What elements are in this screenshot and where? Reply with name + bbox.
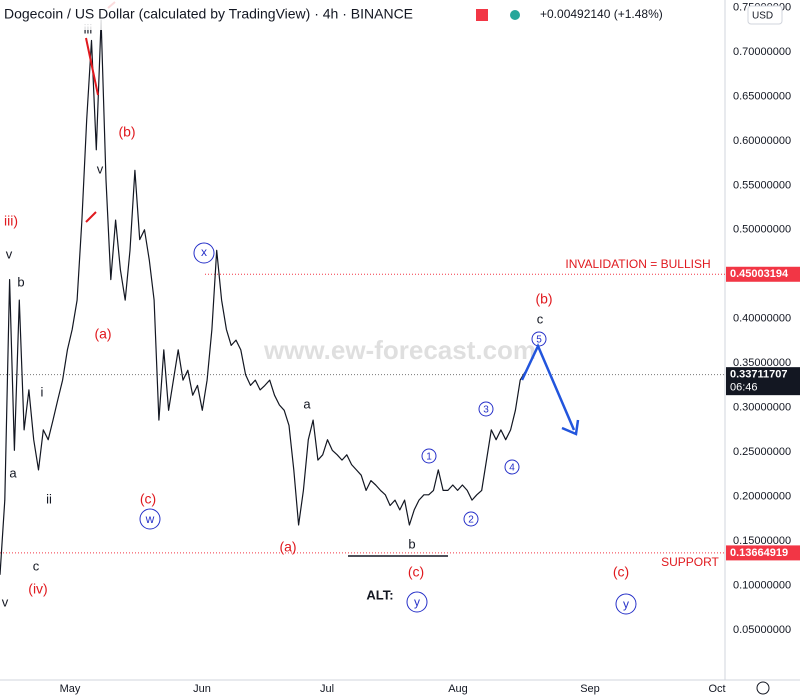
y-tick-label: 0.20000000	[733, 490, 791, 502]
wave-label: v	[2, 594, 9, 609]
wave-circle	[421, 448, 437, 464]
wave-label: (b)	[535, 291, 552, 307]
y-tick-label: 0.55000000	[733, 179, 791, 191]
price-box	[726, 266, 800, 282]
y-tick-label: 0.25000000	[733, 446, 791, 458]
wave-label: (c)	[613, 564, 629, 580]
wave-label: w	[145, 512, 155, 526]
wave-label: v	[6, 246, 13, 261]
level-label: INVALIDATION = BULLISH	[565, 257, 710, 271]
wave-label: 1	[426, 452, 432, 463]
wave-label: 4	[509, 463, 515, 474]
alt-label: ALT:	[366, 587, 393, 602]
wave-circle	[504, 459, 520, 475]
price-label: 0.45003194	[730, 268, 789, 280]
x-tick-label: Jul	[320, 683, 334, 695]
wave-label: v	[97, 161, 104, 176]
y-tick-label: 0.40000000	[733, 313, 791, 325]
wave-label: 5	[536, 335, 542, 346]
wave-label: ii	[46, 491, 52, 506]
wave-label: (b)	[118, 124, 135, 140]
wave-label: iii)	[4, 213, 18, 229]
x-tick-label: Sep	[580, 683, 600, 695]
wave-label: b	[408, 536, 415, 551]
wave-label: a	[9, 465, 17, 480]
wave-labels: iii v (b) iii) v b i a ii c (iv) v (a) (…	[2, 21, 720, 615]
wave-label: 3	[483, 405, 489, 416]
settings-icon[interactable]	[756, 681, 770, 695]
y-tick-label: 0.05000000	[733, 624, 791, 636]
price-label: 0.33711707	[730, 369, 788, 381]
wave-circle	[406, 591, 428, 613]
wave-label: x	[201, 245, 207, 259]
wave-label: (c)	[140, 491, 156, 507]
y-tick-label: 0.70000000	[733, 46, 791, 58]
y-tick-label: 0.30000000	[733, 402, 791, 414]
status-dot	[510, 10, 520, 20]
currency-button[interactable]	[747, 5, 783, 25]
y-tick-label: 0.65000000	[733, 90, 791, 102]
flag-icon[interactable]	[476, 9, 488, 21]
x-tick-label: Jun	[193, 683, 211, 695]
y-tick-label: 0.15000000	[733, 535, 791, 547]
wave-circle	[463, 511, 479, 527]
wave-circle	[193, 242, 215, 264]
wave-label: y	[414, 595, 420, 609]
x-tick-label: Aug	[448, 683, 468, 695]
wave-label: i	[41, 384, 44, 399]
price-label: 0.13664919	[730, 547, 788, 559]
wave-label: (c)	[408, 564, 424, 580]
price-box	[726, 545, 800, 561]
header-bg	[0, 0, 720, 30]
wave-label: (a)	[279, 539, 296, 555]
chart-title: Dogecoin / US Dollar (calculated by Trad…	[4, 6, 413, 22]
wave-label: y	[623, 597, 629, 611]
countdown: 06:46	[730, 382, 758, 394]
y-tick-label: 0.35000000	[733, 357, 791, 369]
y-tick-label: 0.10000000	[733, 579, 791, 591]
currency-label: USD	[752, 11, 773, 22]
forecast-arrow	[520, 342, 580, 436]
price-box	[726, 367, 800, 396]
wave-label: b	[17, 274, 24, 289]
x-tick-label: Oct	[708, 683, 725, 695]
wave-label: c	[33, 558, 40, 573]
wave-label: (a)	[94, 326, 111, 342]
price-change: +0.00492140 (+1.48%)	[540, 7, 663, 21]
y-tick-label: 0.60000000	[733, 135, 791, 147]
x-tick-label: May	[60, 683, 81, 695]
wave-label: c	[537, 311, 544, 326]
price-line	[0, 19, 526, 575]
wave-label: a	[303, 396, 311, 411]
wave-label: (iv)	[28, 581, 47, 597]
watermark: www.ew-forecast.com	[263, 335, 536, 365]
wave-circle	[615, 593, 637, 615]
wave-circle	[478, 401, 494, 417]
wave-label: 2	[468, 515, 474, 526]
level-label: SUPPORT	[661, 555, 719, 569]
wave-circle	[139, 508, 161, 530]
y-tick-label: 0.50000000	[733, 224, 791, 236]
